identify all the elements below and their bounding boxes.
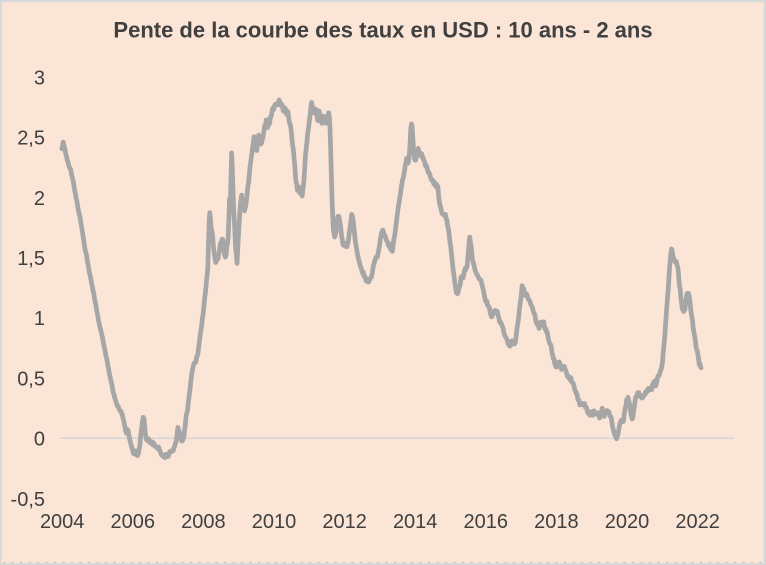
svg-text:2014: 2014 bbox=[393, 511, 438, 533]
svg-text:2016: 2016 bbox=[464, 511, 509, 533]
svg-text:2008: 2008 bbox=[181, 511, 226, 533]
svg-text:0: 0 bbox=[34, 429, 45, 451]
svg-text:Pente de la courbe des taux en: Pente de la courbe des taux en USD : 10 … bbox=[113, 17, 652, 42]
svg-text:2: 2 bbox=[34, 188, 45, 210]
svg-text:0,5: 0,5 bbox=[17, 368, 45, 390]
svg-text:2004: 2004 bbox=[40, 511, 85, 533]
svg-text:2010: 2010 bbox=[252, 511, 297, 533]
svg-text:1: 1 bbox=[34, 308, 45, 330]
svg-text:3: 3 bbox=[34, 68, 45, 90]
svg-text:2,5: 2,5 bbox=[17, 128, 45, 150]
svg-text:2006: 2006 bbox=[111, 511, 156, 533]
svg-text:2012: 2012 bbox=[322, 511, 367, 533]
svg-text:1,5: 1,5 bbox=[17, 248, 45, 270]
svg-text:-0,5: -0,5 bbox=[11, 489, 45, 511]
svg-text:2020: 2020 bbox=[605, 511, 650, 533]
svg-text:2022: 2022 bbox=[675, 511, 720, 533]
svg-text:2018: 2018 bbox=[534, 511, 579, 533]
